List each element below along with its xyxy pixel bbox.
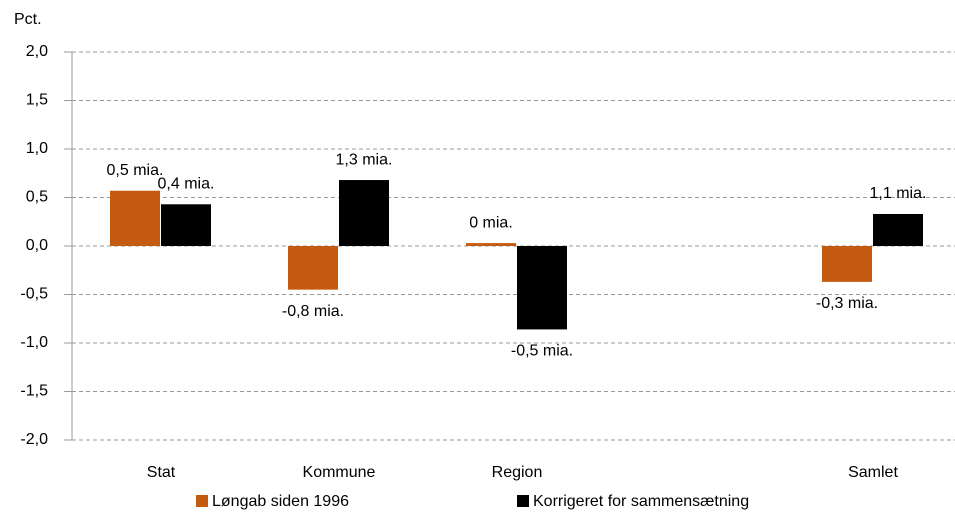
x-tick-label: Samlet	[848, 464, 898, 481]
y-tick-label: 1,0	[26, 140, 48, 157]
bar	[110, 190, 160, 246]
legend-swatch	[196, 495, 208, 507]
data-label: -0,3 mia.	[816, 295, 878, 312]
y-tick-label: 1,5	[26, 92, 48, 109]
bar	[822, 246, 872, 282]
bar	[288, 246, 338, 290]
bar	[339, 180, 389, 246]
bar	[466, 243, 516, 246]
legend-label: Korrigeret for sammensætning	[533, 493, 749, 510]
data-label: -0,8 mia.	[282, 303, 344, 320]
data-label: 0,5 mia.	[107, 162, 164, 179]
y-tick-label: -1,5	[20, 383, 48, 400]
y-tick-label: -1,0	[20, 334, 48, 351]
x-tick-label: Stat	[147, 464, 176, 481]
bar	[517, 246, 567, 330]
bar	[161, 204, 211, 246]
data-label: -0,5 mia.	[511, 343, 573, 360]
y-tick-label: 0,0	[26, 237, 48, 254]
data-label: 0 mia.	[469, 214, 513, 231]
y-tick-label: 2,0	[26, 43, 48, 60]
bar	[873, 213, 923, 246]
legend-swatch	[517, 495, 529, 507]
data-label: 0,4 mia.	[158, 176, 215, 193]
legend-label: Løngab siden 1996	[212, 493, 349, 510]
data-label: 1,3 mia.	[336, 151, 393, 168]
data-label: 1,1 mia.	[870, 185, 927, 202]
y-tick-label: -2,0	[20, 431, 48, 448]
y-tick-label: -0,5	[20, 286, 48, 303]
y-tick-label: 0,5	[26, 189, 48, 206]
y-axis-label: Pct.	[14, 11, 42, 28]
x-tick-label: Kommune	[303, 464, 376, 481]
x-tick-label: Region	[492, 464, 543, 481]
